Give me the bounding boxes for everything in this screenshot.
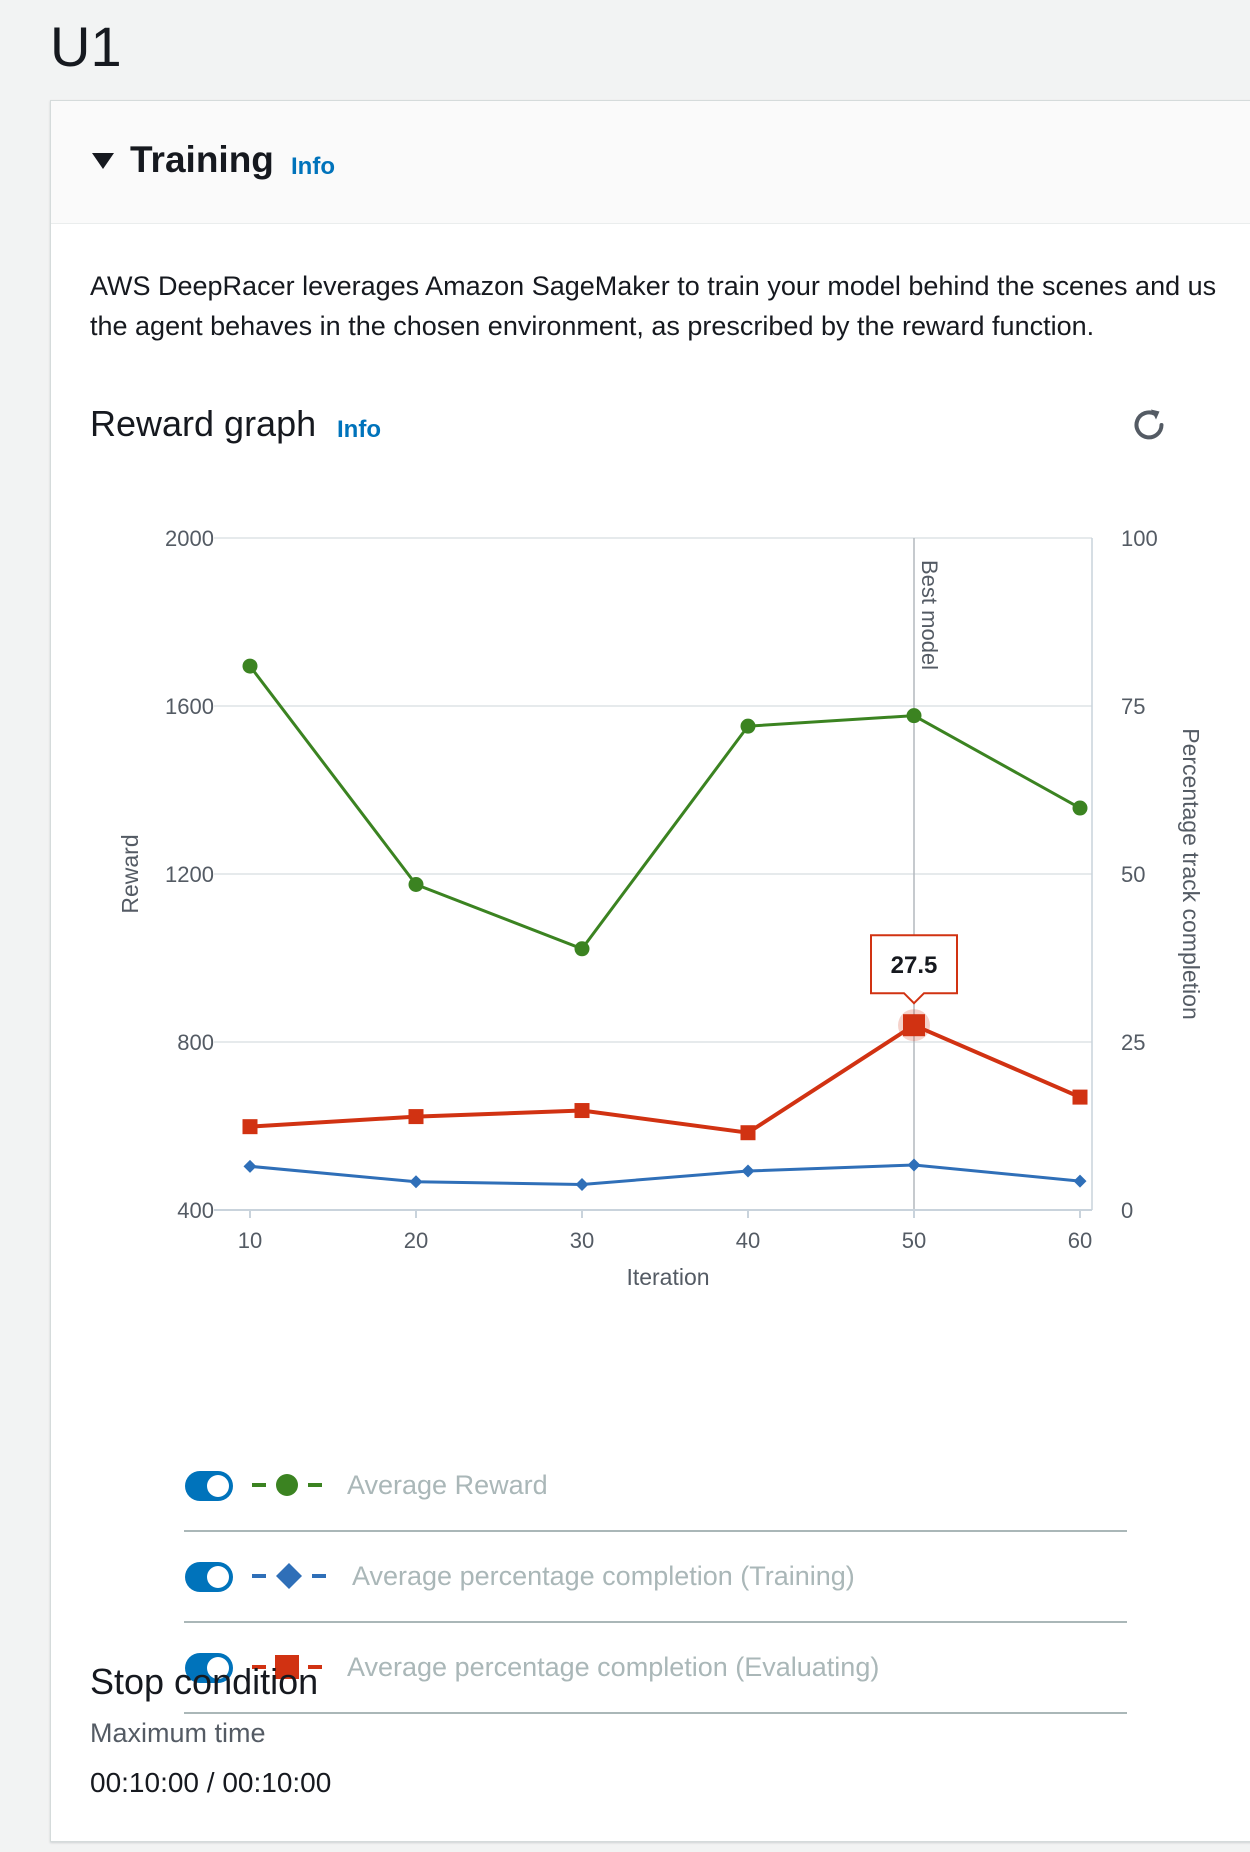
- page-title: U1: [50, 15, 122, 78]
- average-reward-toggle[interactable]: [185, 1471, 233, 1501]
- y2-tick-label: 50: [1121, 862, 1145, 887]
- data-point: [575, 1177, 589, 1191]
- series-line: [249, 1163, 1081, 1186]
- data-point: [574, 1103, 590, 1119]
- circle-marker-icon: [252, 1474, 322, 1496]
- stop-condition-value: 00:10:00 / 00:10:00: [90, 1767, 332, 1798]
- stop-condition-title: Stop condition: [90, 1661, 319, 1702]
- diamond-marker-icon: [252, 1563, 326, 1589]
- legend-item-evaluating-completion: Average percentage completion (Evaluatin…: [184, 1623, 1127, 1714]
- x-tick-label: 10: [238, 1228, 262, 1253]
- data-point: [740, 1125, 756, 1141]
- x-axis-title: Iteration: [626, 1264, 709, 1290]
- y2-tick-label: 0: [1121, 1198, 1133, 1223]
- reward-graph-info-link[interactable]: Info: [337, 416, 381, 443]
- data-point: [243, 1159, 257, 1173]
- y2-axis-title: Percentage track completion: [1178, 728, 1204, 1020]
- y-tick-label: 400: [177, 1198, 214, 1223]
- data-point: [242, 1119, 258, 1135]
- data-point: [408, 877, 424, 892]
- training-info-link[interactable]: Info: [291, 153, 335, 180]
- series-line: [249, 1022, 1081, 1135]
- legend-label-evaluating-completion: Average percentage completion (Evaluatin…: [347, 1652, 880, 1682]
- reward-graph-title: Reward graph: [90, 403, 317, 444]
- y-tick-label: 800: [177, 1030, 214, 1055]
- stop-condition-label: Maximum time: [90, 1718, 266, 1748]
- training-description: AWS DeepRacer leverages Amazon SageMaker…: [90, 266, 1250, 346]
- y-axis-title: Reward: [117, 834, 143, 913]
- y2-tick-label: 100: [1121, 526, 1158, 551]
- data-point: [907, 1158, 921, 1172]
- evaluating-completion-toggle[interactable]: [185, 1653, 233, 1683]
- legend-label-training-completion: Average percentage completion (Training): [352, 1561, 855, 1591]
- refresh-icon[interactable]: [1125, 401, 1173, 449]
- highlighted-point: [903, 1014, 925, 1037]
- training-section-title[interactable]: Training: [130, 139, 274, 180]
- reward-chart: Best model 400 0 800 25 1200 50 1600 75 2000 100 1…: [117, 526, 1204, 1290]
- caret-down-icon[interactable]: [92, 153, 114, 169]
- y2-tick-label: 75: [1121, 694, 1145, 719]
- data-point: [408, 1109, 424, 1125]
- training-description-line-1: AWS DeepRacer leverages Amazon SageMaker…: [90, 271, 1217, 301]
- y-tick-label: 1600: [165, 694, 214, 719]
- chart-legend: Average Reward Average percentage comple…: [184, 1441, 1127, 1714]
- series-line: [248, 665, 1081, 951]
- chart-axes: 400 0 800 25 1200 50 1600 75 2000 100 10 20 30 40 50 60…: [117, 526, 1204, 1290]
- data-point: [574, 941, 590, 957]
- data-point: [1072, 1089, 1088, 1105]
- training-panel: Training Info AWS DeepRacer leverages Am…: [50, 100, 1250, 1842]
- x-tick-label: 60: [1068, 1228, 1092, 1253]
- training-panel-header: Training Info: [51, 101, 1250, 224]
- data-point: [741, 1164, 755, 1178]
- data-point: [242, 658, 258, 674]
- y2-tick-label: 25: [1121, 1030, 1145, 1055]
- data-point: [740, 718, 756, 734]
- data-point: [1073, 1174, 1087, 1188]
- legend-item-average-reward: Average Reward: [184, 1441, 1127, 1532]
- data-point: [906, 708, 922, 724]
- chart-series: [242, 658, 1088, 1191]
- y-tick-label: 1200: [165, 862, 214, 887]
- square-marker-icon: [252, 1655, 322, 1679]
- best-model-label: Best model: [917, 560, 942, 670]
- chart-grid: Best model: [214, 537, 1093, 1211]
- x-tick-label: 30: [570, 1228, 594, 1253]
- y-tick-label: 2000: [165, 526, 214, 551]
- tooltip-box: [870, 934, 958, 1005]
- legend-label-average-reward: Average Reward: [347, 1470, 548, 1500]
- chart-tooltip: 27.5: [870, 934, 958, 1042]
- legend-item-training-completion: Average percentage completion (Training): [184, 1532, 1127, 1623]
- data-point: [409, 1175, 423, 1189]
- x-tick-label: 50: [902, 1228, 926, 1253]
- training-completion-toggle[interactable]: [185, 1562, 233, 1592]
- tooltip-value: 27.5: [891, 952, 938, 979]
- training-description-line-2: the agent behaves in the chosen environm…: [90, 311, 1095, 341]
- x-tick-label: 20: [404, 1228, 428, 1253]
- data-point: [1072, 800, 1088, 816]
- x-tick-label: 40: [736, 1228, 760, 1253]
